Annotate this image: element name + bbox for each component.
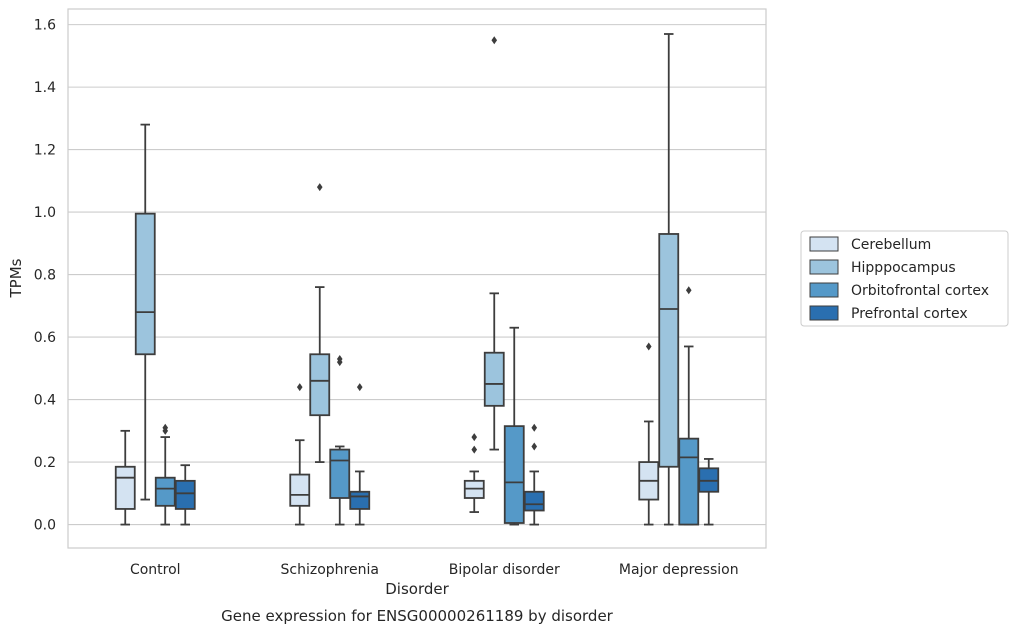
box-prefrontal-cortex	[349, 383, 371, 526]
outlier-point	[356, 383, 363, 392]
legend-label: Prefrontal cortex	[851, 306, 968, 322]
iqr-box	[174, 479, 196, 510]
legend: Cerebellum Hipppocampus Orbitofrontal cort…	[800, 230, 1009, 327]
y-tick-label: 0.6	[34, 330, 56, 346]
iqr-box	[483, 351, 505, 407]
x-axis-label: Disorder	[385, 580, 449, 598]
box-orbitofrontal-cortex	[678, 286, 700, 526]
box-orbitofrontal-cortex	[503, 326, 525, 526]
box-cerebellum	[463, 433, 485, 513]
box-cerebellum	[289, 383, 311, 526]
y-tick-label: 1.6	[34, 18, 56, 34]
chart-caption: Gene expression for ENSG00000261189 by d…	[221, 607, 614, 625]
x-tick-labels: Control Schizophrenia Bipolar disorder Majo…	[130, 562, 739, 578]
box-hipppocampus	[483, 36, 505, 451]
y-tick-label: 0.4	[34, 393, 56, 409]
box-cerebellum	[114, 429, 136, 526]
x-tick-label: Control	[130, 562, 181, 578]
legend-frame	[800, 230, 1009, 327]
box-cerebellum	[638, 342, 660, 526]
outlier-point	[316, 183, 323, 192]
y-tick-label: 1.2	[34, 143, 56, 159]
box-hipppocampus	[309, 183, 331, 463]
plot-area-background	[68, 9, 766, 548]
iqr-box	[658, 233, 680, 468]
outlier-point	[531, 423, 538, 432]
outlier-point	[491, 36, 498, 45]
box-orbitofrontal-cortex	[154, 423, 176, 526]
outlier-point	[471, 433, 478, 442]
y-tick-label: 1.0	[34, 205, 56, 221]
outlier-point	[336, 354, 343, 363]
iqr-box	[329, 448, 351, 499]
legend-label: Hipppocampus	[851, 260, 956, 276]
legend-label: Cerebellum	[851, 237, 931, 253]
x-tick-label: Major depression	[619, 562, 739, 578]
outlier-point	[162, 423, 169, 432]
iqr-box	[309, 353, 331, 417]
y-axis-label: TPMs	[7, 258, 25, 298]
iqr-box	[134, 212, 156, 356]
outlier-point	[531, 442, 538, 451]
box-hipppocampus	[134, 123, 156, 501]
x-tick-label: Bipolar disorder	[449, 562, 560, 578]
plot-area-frame	[67, 8, 767, 549]
box-layer	[114, 33, 720, 526]
iqr-box	[289, 473, 311, 507]
iqr-box	[154, 476, 176, 507]
legend-swatch	[809, 282, 839, 298]
y-tick-label: 0.8	[34, 268, 56, 284]
outlier-point	[471, 445, 478, 454]
y-tick-label: 1.4	[34, 80, 56, 96]
legend-label: Orbitofrontal cortex	[851, 283, 989, 299]
box-hipppocampus	[658, 33, 680, 526]
x-tick-label: Schizophrenia	[281, 562, 379, 578]
y-tick-label: 0.2	[34, 455, 56, 471]
legend-swatch	[809, 259, 839, 275]
legend-swatch	[809, 236, 839, 252]
box-prefrontal-cortex	[523, 423, 545, 526]
iqr-box	[114, 465, 136, 510]
iqr-box	[678, 437, 700, 526]
iqr-box	[349, 490, 371, 510]
box-orbitofrontal-cortex	[329, 354, 351, 526]
outlier-point	[645, 342, 652, 351]
y-tick-labels: 0.0 0.2 0.4 0.6 0.8 1.0 1.2 1.4 1.6	[34, 18, 56, 534]
iqr-box	[503, 425, 525, 524]
y-tick-label: 0.0	[34, 518, 56, 534]
box-prefrontal-cortex	[174, 464, 196, 526]
legend-swatch	[809, 305, 839, 321]
iqr-box	[523, 490, 545, 512]
outlier-point	[685, 286, 692, 295]
legend-items: Cerebellum Hipppocampus Orbitofrontal cort…	[809, 236, 989, 322]
box-prefrontal-cortex	[698, 458, 720, 526]
outlier-point	[296, 383, 303, 392]
